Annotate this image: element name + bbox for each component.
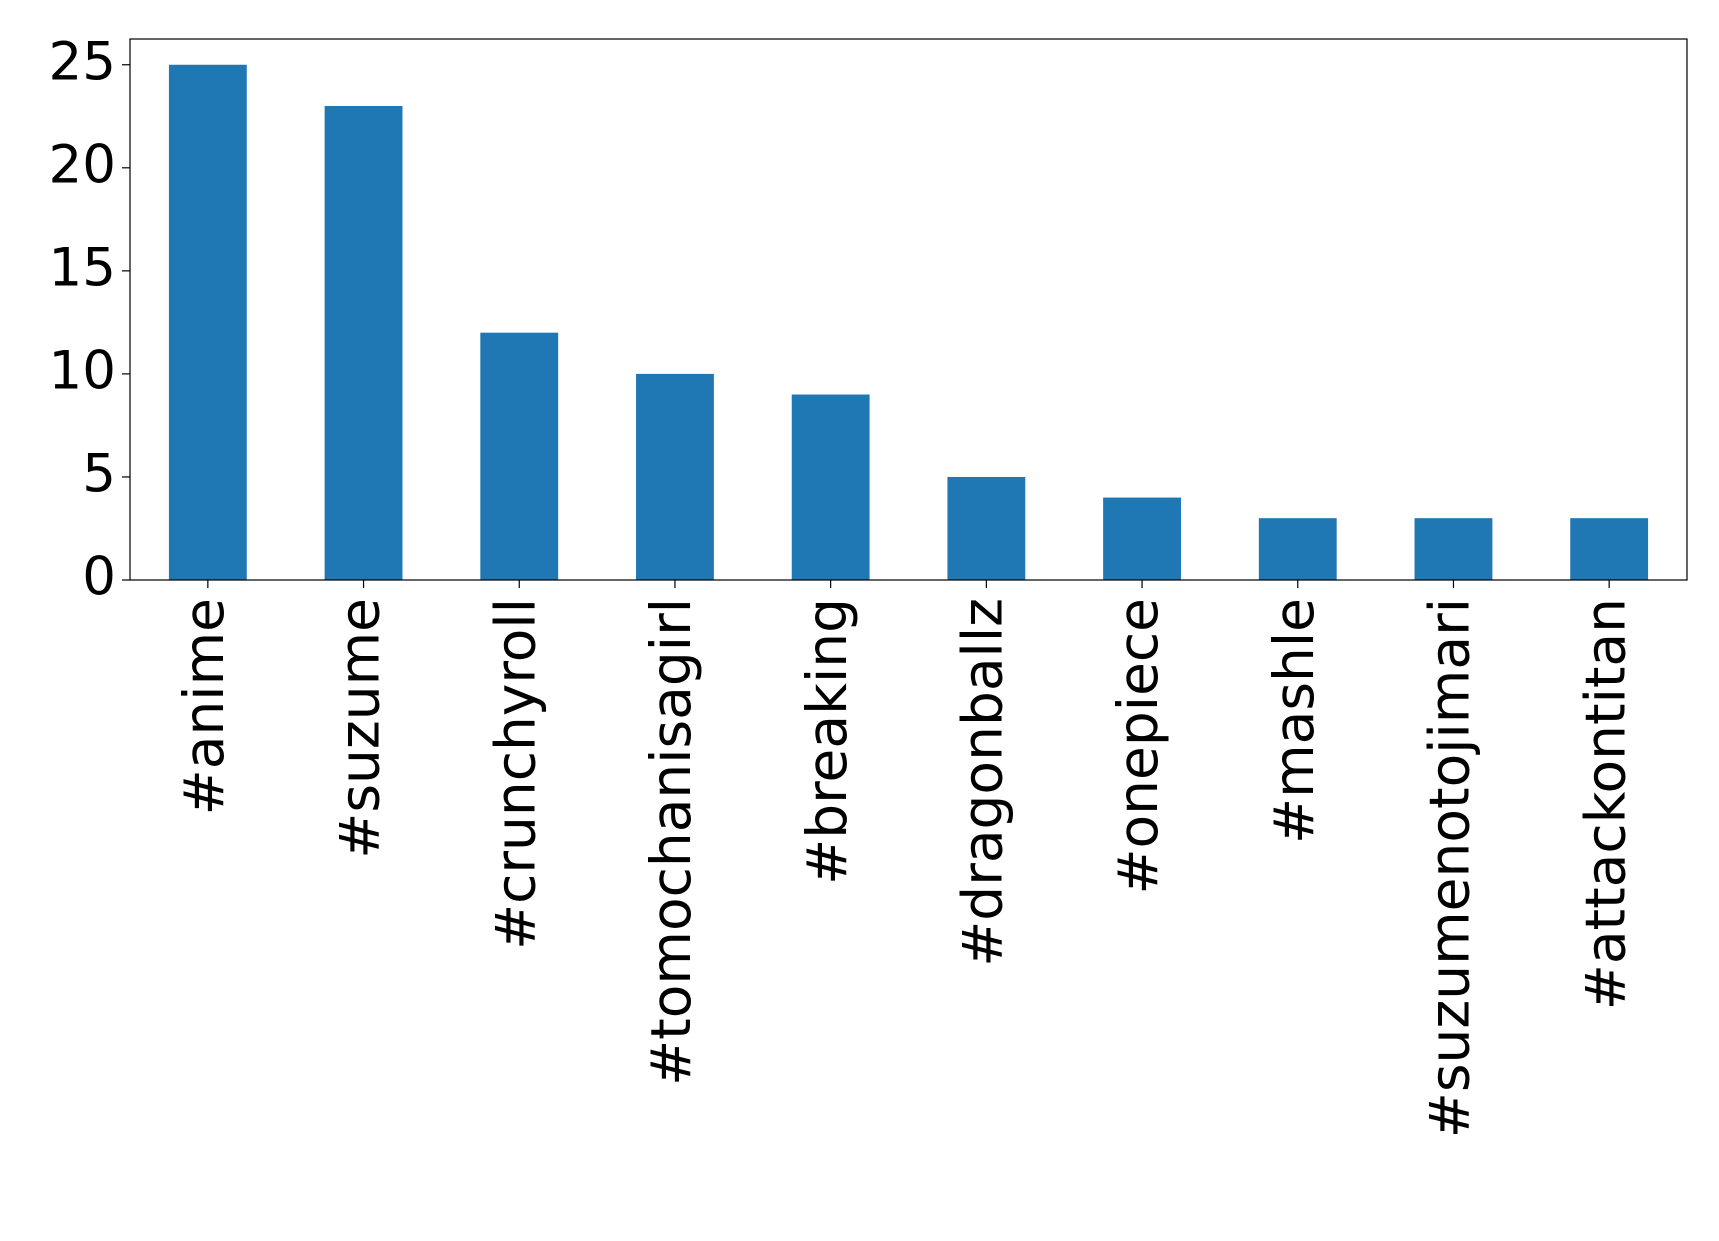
- y-tick-label: 15: [49, 237, 116, 298]
- bar: [1258, 518, 1337, 580]
- x-tick-label: #breaking: [795, 598, 859, 885]
- y-tick-label: 10: [49, 341, 116, 402]
- plot-frame: [129, 38, 1688, 581]
- bar: [1414, 518, 1493, 580]
- bar: [324, 105, 403, 580]
- bar: [1103, 497, 1181, 580]
- x-tick-label: #onepiece: [1106, 598, 1170, 895]
- x-tick-label: #suzume: [328, 598, 392, 859]
- x-tick-label: #mashle: [1262, 598, 1326, 844]
- bar: [791, 394, 870, 580]
- y-tick-label: 0: [82, 547, 116, 608]
- bar: [480, 332, 559, 580]
- bar: [947, 476, 1026, 580]
- x-tick-label: #suzumenotojimari: [1418, 598, 1482, 1138]
- y-tick-label: 20: [49, 134, 116, 195]
- x-tick-label: #attackontitan: [1573, 598, 1637, 1010]
- x-tick-label: #tomochanisagirl: [639, 598, 703, 1086]
- y-tick-label: 5: [82, 444, 116, 505]
- x-tick-label: #anime: [172, 598, 236, 815]
- bar: [1570, 518, 1649, 580]
- bar: [168, 64, 247, 580]
- bar: [636, 373, 714, 580]
- y-tick-label: 25: [49, 31, 116, 92]
- x-tick-label: #dragonballz: [950, 598, 1014, 967]
- x-tick-label: #crunchyroll: [483, 598, 547, 950]
